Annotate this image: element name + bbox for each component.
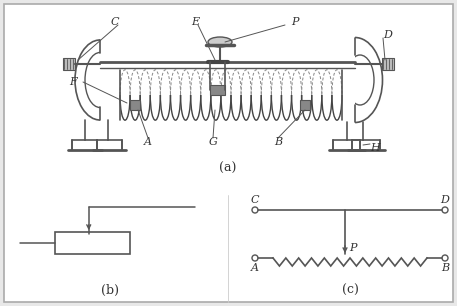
Bar: [130, 100, 140, 110]
Bar: [325, 35, 355, 125]
Bar: [55, 232, 130, 254]
Ellipse shape: [346, 55, 374, 105]
Text: A: A: [251, 263, 259, 273]
Bar: [382, 58, 394, 70]
Bar: [300, 100, 310, 110]
Text: H: H: [370, 143, 380, 153]
Bar: [210, 85, 225, 95]
Text: F: F: [69, 77, 77, 87]
Text: P: P: [349, 243, 357, 253]
Text: B: B: [441, 263, 449, 273]
Ellipse shape: [85, 53, 115, 107]
Text: G: G: [208, 137, 218, 147]
Text: (b): (b): [101, 283, 119, 297]
Text: B: B: [274, 137, 282, 147]
Text: D: D: [383, 30, 393, 40]
Text: C: C: [251, 195, 259, 205]
Text: P: P: [291, 17, 299, 27]
Ellipse shape: [208, 37, 232, 47]
Text: E: E: [191, 17, 199, 27]
Bar: [63, 58, 75, 70]
Text: (a): (a): [219, 162, 237, 174]
Bar: [100, 35, 130, 125]
Text: D: D: [441, 195, 449, 205]
Text: A: A: [144, 137, 152, 147]
Text: C: C: [111, 17, 119, 27]
Text: (c): (c): [341, 283, 358, 297]
